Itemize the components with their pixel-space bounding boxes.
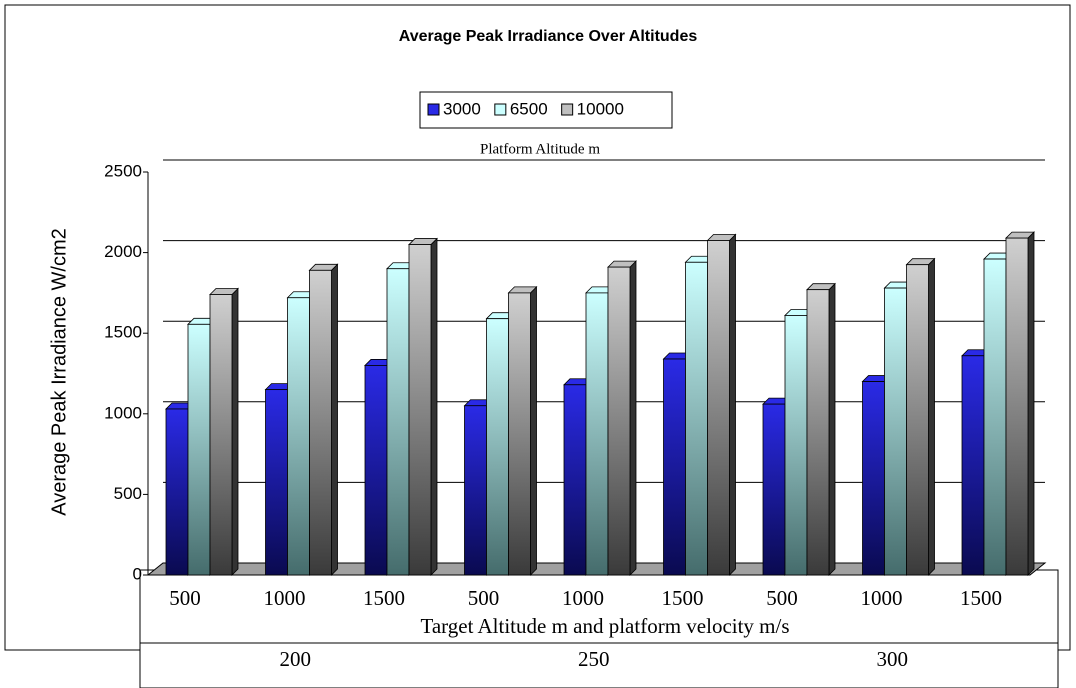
bar (508, 292, 531, 576)
bar (563, 384, 587, 576)
y-tick-label: 1500 (104, 323, 142, 342)
bar (784, 315, 808, 576)
bar-side (1027, 231, 1035, 576)
bar (983, 258, 1007, 576)
bar (961, 355, 985, 576)
bar (464, 405, 487, 576)
bar (309, 269, 332, 576)
legend-box (419, 91, 673, 129)
bar (1005, 237, 1029, 576)
legend-label: 6500 (510, 99, 548, 118)
y-tick-label: 1000 (104, 403, 142, 422)
bar (884, 287, 907, 576)
y-tick-label: 0 (133, 564, 142, 583)
legend-swatch (427, 103, 440, 116)
bar (585, 292, 609, 576)
x-tick-label: 1000 (861, 586, 903, 610)
legend-label: 10000 (577, 99, 624, 118)
y-tick-label: 500 (114, 484, 142, 503)
x-tick-label: 500 (169, 586, 201, 610)
bar-side (331, 263, 338, 576)
group-label: 300 (877, 647, 909, 671)
bar-side (629, 260, 637, 576)
y-tick-label: 2000 (104, 242, 142, 261)
y-axis-label: Average Peak Irradiance W/cm2 (48, 228, 70, 516)
legend-swatch (494, 103, 507, 116)
bar (386, 268, 410, 576)
bar (364, 365, 388, 576)
legend-label: 3000 (443, 99, 481, 118)
bar (862, 381, 885, 576)
legend-swatch (561, 103, 574, 116)
bar-side (729, 233, 736, 576)
group-label: 200 (280, 647, 312, 671)
bar (906, 264, 929, 576)
bar (187, 323, 211, 576)
bar (685, 261, 708, 576)
x-tick-label: 500 (766, 586, 798, 610)
bar (265, 389, 288, 576)
bar (607, 266, 631, 576)
y-tick-label: 2500 (104, 161, 142, 180)
bar (287, 297, 310, 576)
category-table (139, 569, 1059, 688)
bar (165, 408, 189, 576)
bar (408, 244, 432, 576)
x-tick-label: 500 (468, 586, 500, 610)
x-tick-label: 1500 (960, 586, 1002, 610)
bar (486, 318, 509, 576)
legend-title: Platform Altitude m (480, 141, 600, 157)
chart-title: Average Peak Irradiance Over Altitudes (399, 28, 698, 45)
bar-side (828, 282, 836, 576)
x-axis-label: Target Altitude m and platform velocity … (420, 614, 789, 638)
x-tick-label: 1500 (662, 586, 704, 610)
bar (762, 403, 786, 576)
bar-side (928, 257, 935, 576)
x-tick-label: 1500 (363, 586, 405, 610)
bar-side (530, 285, 537, 576)
bar (209, 294, 233, 576)
x-tick-label: 1000 (562, 586, 604, 610)
bar-side (231, 287, 239, 576)
bar (707, 240, 730, 576)
bar (806, 289, 830, 576)
group-label: 250 (578, 647, 610, 671)
bar (663, 358, 686, 576)
bar-side (430, 237, 438, 576)
x-tick-label: 1000 (264, 586, 306, 610)
chart-border (4, 4, 1071, 651)
